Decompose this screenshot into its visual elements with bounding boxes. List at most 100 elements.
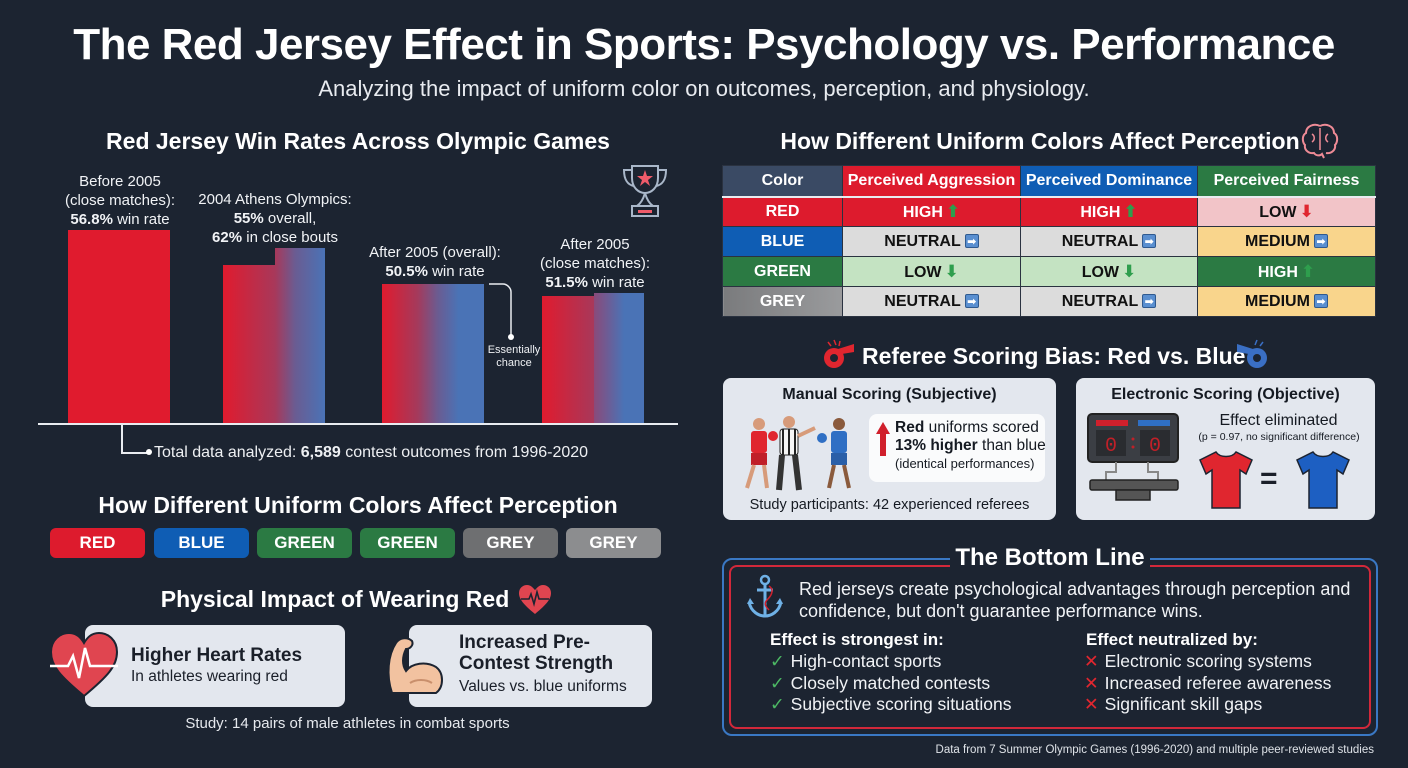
page-title: The Red Jersey Effect in Sports: Psychol…: [73, 20, 1335, 69]
neutralized-item: ✕ Electronic scoring systems: [1084, 651, 1312, 671]
physical-study-note: Study: 14 pairs of male athletes in comb…: [185, 715, 510, 732]
annotation-connector: [489, 283, 514, 340]
bar-athens-overall: [223, 265, 275, 423]
bar-before-2005-close: [68, 230, 170, 423]
column-header-dominance: Perceived Dominance: [1020, 165, 1198, 198]
bar-after-2005-close-red: [542, 296, 594, 423]
heart-icon: [49, 631, 119, 698]
strength-card: Increased Pre- Contest Strength Values v…: [409, 625, 652, 707]
arrow-up-icon: ⬆: [1300, 261, 1316, 281]
arrow-right-icon: ➡: [1142, 294, 1157, 309]
bar-after-2005-overall: [382, 284, 484, 423]
arrow-right-icon: ➡: [964, 234, 979, 249]
cell-aggression: NEUTRAL ➡: [842, 226, 1021, 257]
heart-rate-title: Higher Heart Rates: [131, 645, 303, 666]
table-row-grey: GREY NEUTRAL ➡ NEUTRAL ➡ MEDIUM ➡: [722, 286, 1376, 317]
color-chips-title: How Different Uniform Colors Affect Perc…: [98, 492, 618, 518]
anchor-icon: [747, 574, 783, 618]
cell-fairness: LOW ⬇: [1197, 196, 1376, 227]
arrow-down-icon: ⬇: [1122, 261, 1137, 281]
bar-label-athens-2004: 2004 Athens Olympics: 55% overall, 62% i…: [198, 191, 352, 246]
cell-fairness: MEDIUM ➡: [1197, 226, 1376, 257]
manual-scoring-panel: Manual Scoring (Subjective) Red uniforms…: [723, 378, 1056, 520]
effect-eliminated-headline: Effect eliminated: [1219, 412, 1338, 429]
chip-grey: GREY: [463, 528, 558, 558]
strength-sub: Values vs. blue uniforms: [459, 678, 627, 695]
physical-title: Physical Impact of Wearing Red: [160, 586, 510, 612]
column-header-aggression: Perceived Aggression: [842, 165, 1021, 198]
trophy-icon: [622, 165, 668, 217]
cell-dominance: HIGH ⬆: [1020, 196, 1198, 227]
cell-fairness: MEDIUM ➡: [1197, 286, 1376, 317]
red-shirt-icon: [1199, 451, 1253, 509]
cell-color: RED: [722, 196, 843, 227]
cross-icon: ✕: [1084, 673, 1099, 693]
cell-fairness: HIGH ⬆: [1197, 256, 1376, 287]
cell-aggression: NEUTRAL ➡: [842, 286, 1021, 317]
cell-aggression: LOW ⬇: [842, 256, 1021, 287]
heart-rate-card: Higher Heart Rates In athletes wearing r…: [85, 625, 345, 707]
chip-red: RED: [50, 528, 145, 558]
strongest-in-heading: Effect is strongest in:: [770, 630, 944, 649]
source-footnote: Data from 7 Summer Olympic Games (1996-2…: [935, 744, 1374, 756]
annotation-essentially-chance: Essentially chance: [487, 344, 541, 369]
bottom-line-title: The Bottom Line: [950, 544, 1150, 572]
bar-label-after-2005-close: After 2005 (close matches): 51.5% win ra…: [539, 236, 651, 291]
checkmark-icon: ✓: [770, 673, 785, 693]
checkmark-icon: ✓: [770, 651, 785, 671]
column-header-fairness: Perceived Fairness: [1197, 165, 1376, 198]
scoreboard-icon: 0 0: [1087, 413, 1179, 501]
win-rates-title: Red Jersey Win Rates Across Olympic Game…: [106, 128, 610, 154]
blue-whistle-icon: [1237, 339, 1267, 368]
strength-title: Increased Pre- Contest Strength: [459, 632, 614, 674]
cell-color: GREY: [722, 286, 843, 317]
cell-dominance: NEUTRAL ➡: [1020, 226, 1198, 257]
chip-blue: BLUE: [154, 528, 249, 558]
manual-result-box: Red uniforms scored 13% higher than blue…: [869, 414, 1046, 482]
arrow-up-icon: [876, 422, 890, 456]
total-note-connector: [121, 425, 123, 453]
manual-scoring-title: Manual Scoring (Subjective): [782, 386, 997, 403]
svg-text:0: 0: [1105, 435, 1117, 458]
total-data-note: Total data analyzed: 6,589 contest outco…: [154, 444, 589, 461]
neutralized-by-heading: Effect neutralized by:: [1086, 630, 1258, 649]
manual-study-note: Study participants: 42 experienced refer…: [749, 497, 1030, 513]
boxers-referee-illustration: [745, 416, 851, 491]
cell-color: BLUE: [722, 226, 843, 257]
red-whistle-icon: [824, 339, 854, 368]
perception-table: Color Perceived Aggression Perceived Dom…: [722, 165, 1376, 317]
checkmark-icon: ✓: [770, 694, 785, 714]
arrow-right-icon: ➡: [1142, 234, 1157, 249]
bar-label-after-2005-overall: After 2005 (overall): 50.5% win rate: [369, 244, 501, 280]
equals-sign: =: [1260, 462, 1278, 495]
bar-after-2005-close-blue: [594, 293, 644, 423]
cross-icon: ✕: [1084, 694, 1099, 714]
cell-dominance: LOW ⬇: [1020, 256, 1198, 287]
arrow-right-icon: ➡: [1313, 234, 1328, 249]
chart-baseline: [38, 423, 678, 425]
table-row-blue: BLUE NEUTRAL ➡ NEUTRAL ➡ MEDIUM ➡: [722, 226, 1376, 257]
arrow-right-icon: ➡: [964, 294, 979, 309]
arrow-right-icon: ➡: [1313, 294, 1328, 309]
arrow-down-icon: ⬇: [1299, 201, 1314, 221]
arrow-up-icon: ⬆: [945, 201, 961, 221]
strongest-item: ✓ Closely matched contests: [770, 673, 991, 693]
strongest-item: ✓ High-contact sports: [770, 651, 942, 671]
heart-pulse-icon: [519, 585, 551, 614]
cell-dominance: NEUTRAL ➡: [1020, 286, 1198, 317]
chip-green-2: GREEN: [360, 528, 455, 558]
chip-grey-2: GREY: [566, 528, 661, 558]
total-note-connector-h: [121, 452, 149, 454]
flexed-bicep-icon: [387, 637, 443, 694]
perception-table-title: How Different Uniform Colors Affect Perc…: [780, 128, 1300, 154]
electronic-scoring-title: Electronic Scoring (Objective): [1111, 386, 1340, 403]
table-row-green: GREEN LOW ⬇ LOW ⬇ HIGH ⬆: [722, 256, 1376, 287]
bottom-line-summary: Red jerseys create psychological advanta…: [799, 579, 1351, 621]
table-row-red: RED HIGH ⬆ HIGH ⬆ LOW ⬇: [722, 196, 1376, 227]
heart-rate-sub: In athletes wearing red: [131, 668, 288, 685]
referee-title: Referee Scoring Bias: Red vs. Blue: [862, 343, 1246, 369]
cell-color: GREEN: [722, 256, 843, 287]
blue-shirt-icon: [1296, 451, 1350, 509]
total-note-dot: [146, 449, 152, 455]
cell-aggression: HIGH ⬆: [842, 196, 1021, 227]
